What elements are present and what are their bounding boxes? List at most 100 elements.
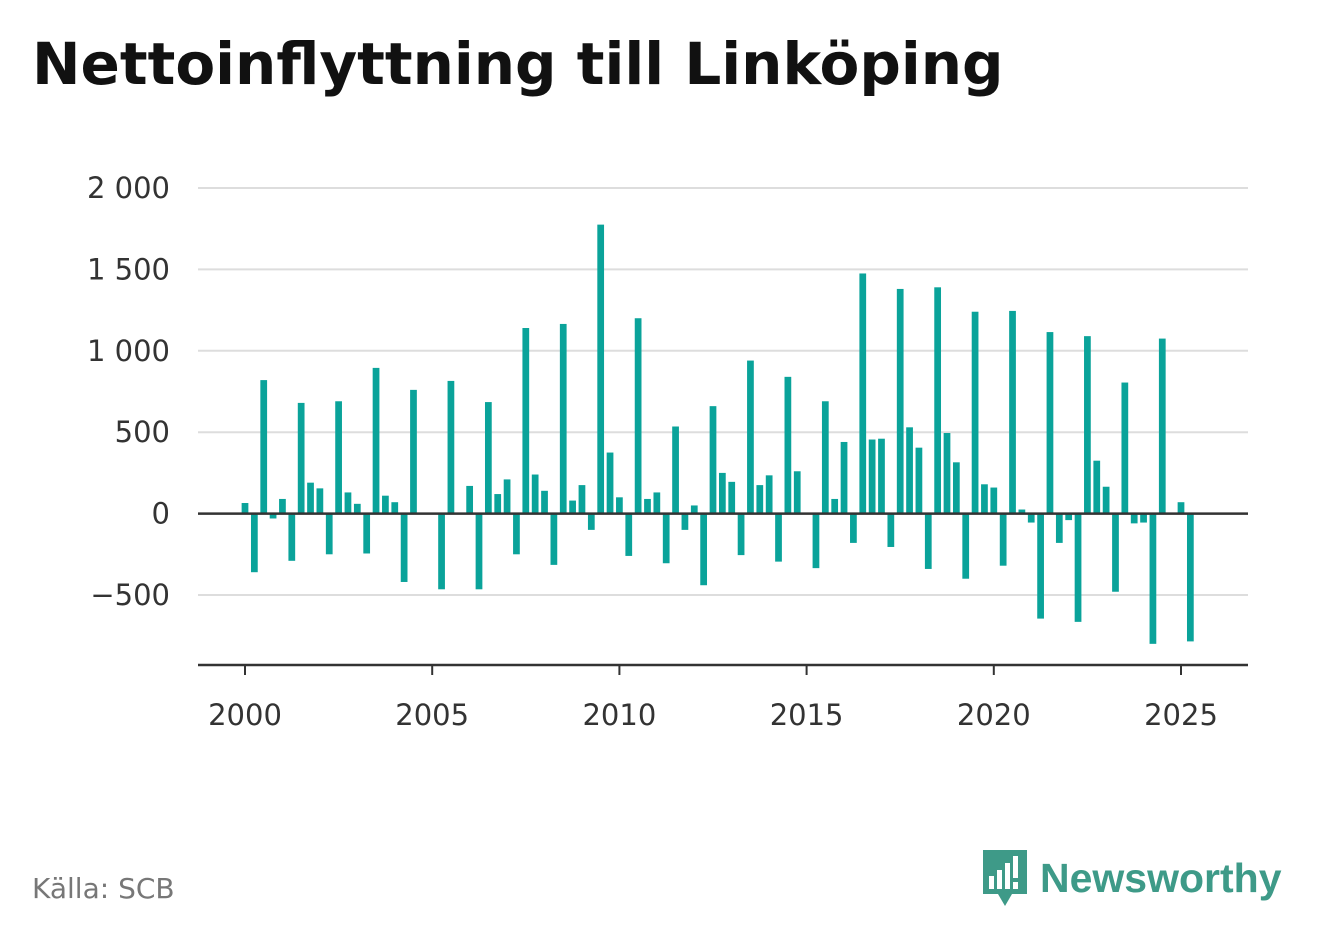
source-note: Källa: SCB xyxy=(32,872,175,905)
bar xyxy=(1027,513,1035,523)
bar xyxy=(410,389,417,514)
bar xyxy=(578,485,586,514)
bar-chart-chat-bubble-icon xyxy=(983,850,1027,906)
bar xyxy=(672,426,679,514)
bar xyxy=(999,513,1007,566)
bar xyxy=(1055,513,1063,543)
bar xyxy=(644,498,651,514)
x-tick-label: 2020 xyxy=(957,698,1031,732)
bar xyxy=(943,433,951,514)
bar xyxy=(634,318,642,514)
bar xyxy=(438,513,445,590)
bar xyxy=(363,513,371,554)
chart-title: Nettoinflyttning till Linköping xyxy=(32,30,1004,98)
bar xyxy=(1186,513,1194,642)
bar xyxy=(503,479,511,514)
bar xyxy=(765,475,773,514)
bar xyxy=(1149,513,1157,644)
bar xyxy=(400,513,408,582)
bar xyxy=(541,490,548,514)
bar xyxy=(728,481,736,514)
y-tick-label: 0 xyxy=(152,497,170,531)
bar xyxy=(1065,513,1073,521)
bar xyxy=(1121,382,1129,514)
bar xyxy=(1018,509,1026,514)
bar xyxy=(981,484,988,514)
bar xyxy=(1177,502,1185,514)
bar xyxy=(1093,460,1101,514)
y-tick-label: 1 500 xyxy=(87,252,170,286)
bar xyxy=(279,498,286,514)
bar xyxy=(1009,310,1016,514)
x-tick-label: 2000 xyxy=(208,698,282,732)
bar xyxy=(1084,336,1091,514)
bar xyxy=(250,513,258,573)
bar xyxy=(344,492,352,514)
bar xyxy=(1037,513,1044,619)
bar xyxy=(531,474,539,514)
bar xyxy=(775,513,782,562)
bar xyxy=(522,328,530,514)
bar xyxy=(747,360,754,514)
bar xyxy=(1130,513,1138,524)
bar xyxy=(850,513,857,543)
bar xyxy=(475,513,483,590)
y-tick-label: 2 000 xyxy=(87,171,170,205)
bar xyxy=(335,401,342,514)
bar xyxy=(316,488,324,514)
bar xyxy=(241,503,249,514)
axes xyxy=(198,512,1248,667)
bars xyxy=(241,224,1194,644)
bar xyxy=(784,376,792,514)
bar xyxy=(625,513,633,556)
bar xyxy=(587,513,595,530)
bar xyxy=(606,452,614,514)
bar xyxy=(653,492,661,514)
bar xyxy=(840,441,848,514)
bar xyxy=(709,406,717,514)
bar xyxy=(1074,513,1082,622)
bar xyxy=(662,513,670,564)
y-tick-label: 500 xyxy=(115,415,170,449)
bar xyxy=(915,447,923,514)
bar xyxy=(382,495,389,514)
bar xyxy=(447,380,455,514)
bar xyxy=(971,311,979,514)
bar xyxy=(269,513,277,519)
bar xyxy=(990,487,998,514)
bar xyxy=(616,497,623,514)
bar xyxy=(793,471,801,514)
bar xyxy=(831,498,839,514)
bar xyxy=(325,513,333,555)
bar xyxy=(353,503,361,514)
bar xyxy=(952,462,960,514)
bar xyxy=(1102,486,1110,514)
bar xyxy=(1140,513,1147,523)
bar xyxy=(391,502,399,514)
bar xyxy=(756,485,764,514)
x-tick-label: 2025 xyxy=(1144,698,1218,732)
y-axis-ticks: 2 000 1 500 1 000 500 0 −500 xyxy=(87,171,170,612)
bar xyxy=(569,500,576,514)
bar xyxy=(260,380,268,514)
bar xyxy=(962,513,970,579)
bar xyxy=(718,472,726,514)
bar xyxy=(597,224,605,514)
bar xyxy=(513,513,520,555)
bar xyxy=(466,485,474,514)
x-tick-label: 2005 xyxy=(395,698,469,732)
bar xyxy=(550,513,558,565)
bar xyxy=(288,513,296,561)
brand-name: Newsworthy xyxy=(1040,854,1282,901)
bar xyxy=(924,513,932,569)
bar xyxy=(896,288,904,514)
bar xyxy=(690,505,698,514)
brand-logo[interactable]: Newsworthy xyxy=(980,846,1282,910)
y-tick-label: 1 000 xyxy=(87,334,170,368)
x-tick-label: 2015 xyxy=(770,698,844,732)
bar xyxy=(821,401,829,514)
bar xyxy=(934,287,942,514)
bar xyxy=(307,482,314,514)
x-axis-ticks: 2000 2005 2010 2015 2020 2025 xyxy=(208,665,1218,732)
